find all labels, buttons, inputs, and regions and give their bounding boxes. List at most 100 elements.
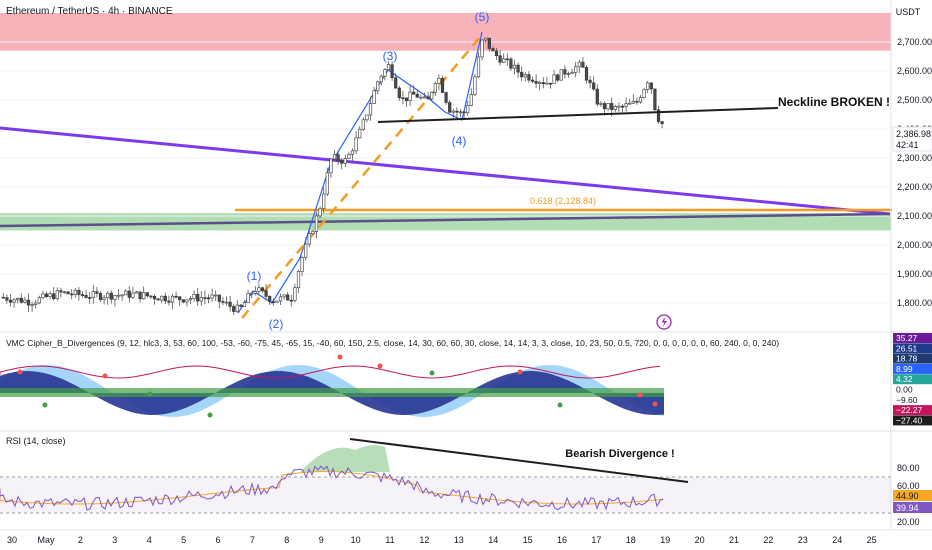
candle [1, 293, 5, 299]
candle [134, 290, 139, 294]
time-label: 4 [147, 535, 152, 545]
candle-body [487, 37, 491, 49]
candle [120, 293, 124, 301]
cipher-badge-value: 35.27 [896, 333, 918, 343]
candle [16, 297, 20, 304]
candle [131, 286, 135, 300]
neckline[interactable] [377, 107, 779, 123]
candle [473, 73, 477, 97]
candle [12, 297, 16, 308]
candle-body [185, 299, 189, 303]
candle-body [581, 61, 585, 68]
candle-body [264, 290, 268, 297]
candle [631, 94, 635, 105]
support-trendline[interactable] [0, 212, 891, 228]
candle-body [390, 64, 394, 78]
candle-body [552, 74, 556, 84]
candle [613, 104, 617, 113]
candle-body [426, 96, 430, 100]
time-label: 23 [798, 535, 808, 545]
candle [383, 68, 387, 81]
candle-body [250, 292, 254, 295]
price-tick-label: 2,500.00 [897, 95, 932, 105]
candle [275, 300, 279, 303]
candle-body [246, 293, 250, 303]
divergence-line[interactable] [349, 438, 689, 483]
candle [620, 104, 625, 113]
candle [268, 295, 272, 306]
candle-body [1, 296, 5, 299]
wave-label-2: (2) [269, 317, 284, 331]
candle-body [606, 103, 610, 110]
price-tick-label: 2,200.00 [897, 182, 932, 192]
candle-body [340, 160, 344, 164]
candle-body [156, 298, 160, 301]
candle [228, 295, 232, 312]
candle-body [559, 69, 563, 81]
candle-body [131, 292, 135, 298]
candle-body [509, 58, 513, 69]
candle [545, 77, 549, 85]
candle-body [628, 102, 632, 105]
candle-body [163, 295, 167, 302]
cipher-badge: 4.32 [893, 374, 932, 385]
candle-body [512, 64, 517, 69]
candle [217, 294, 221, 309]
candle [361, 117, 365, 132]
rsi-badge-bg [893, 502, 932, 513]
candle [314, 211, 319, 239]
candle-body [376, 81, 380, 92]
candle [581, 56, 585, 68]
candle-body [455, 110, 459, 113]
candle [426, 91, 430, 100]
cipher-badge-bg [893, 333, 932, 343]
candle-body [257, 287, 261, 292]
time-label: 9 [319, 535, 324, 545]
rsi-badge-bg [893, 490, 932, 501]
cipher-badge: 35.27 [893, 333, 932, 343]
lightning-icon[interactable] [656, 314, 672, 330]
candle [138, 291, 142, 303]
candle [44, 291, 49, 298]
candle [214, 290, 218, 302]
cipher-panel[interactable] [0, 354, 664, 418]
time-label: 17 [591, 535, 601, 545]
candle [167, 295, 171, 306]
candle-body [502, 58, 506, 63]
candle-body [41, 293, 45, 299]
candle [343, 154, 347, 168]
candle-body [545, 82, 549, 85]
candle-body [55, 290, 59, 300]
candle [552, 70, 556, 84]
candle-body [451, 110, 455, 113]
candle-body [70, 293, 74, 296]
rsi-tick-label: 80.00 [897, 463, 920, 473]
candle-body [476, 56, 481, 78]
cipher-title: VMC Cipher_B_Divergences (9, 12, hlc3, 3… [6, 338, 779, 348]
candle [62, 290, 67, 294]
candle-body [181, 299, 185, 303]
candle [570, 68, 574, 74]
candle [181, 299, 185, 304]
candle-body [170, 295, 175, 303]
candle-body [404, 97, 409, 102]
candle [304, 237, 308, 261]
candle [592, 76, 596, 91]
candle-body [37, 297, 41, 304]
candle [322, 187, 326, 214]
rsi-panel[interactable] [0, 438, 891, 514]
divergence-annotation: Bearish Divergence ! [565, 448, 674, 460]
candle-body [527, 74, 531, 81]
rsi-overbought-fill [300, 445, 390, 472]
candle-body [311, 231, 315, 235]
candle [26, 293, 31, 313]
descending-trendline[interactable] [0, 126, 891, 216]
candle [397, 85, 401, 101]
candle [296, 269, 301, 294]
time-label: 19 [660, 535, 670, 545]
candle-body [203, 297, 207, 299]
price-tick-label: 2,300.00 [897, 153, 932, 163]
candle-body [98, 293, 103, 300]
candle-body [59, 290, 63, 293]
